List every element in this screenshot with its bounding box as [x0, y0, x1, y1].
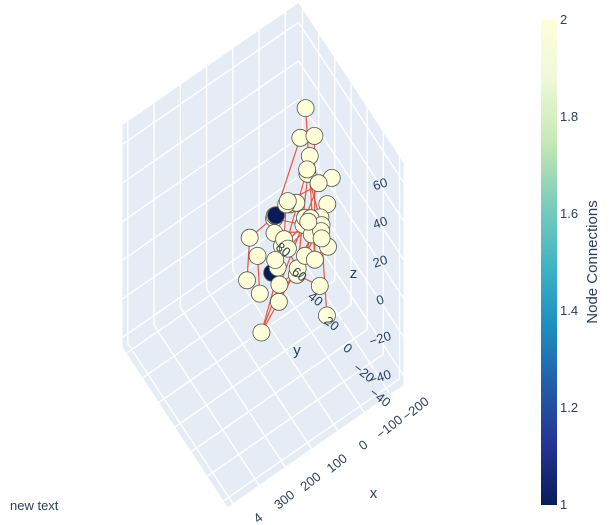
axis-titles: x y z — [293, 265, 378, 502]
colorbar-tick-label: 1 — [560, 497, 567, 512]
x-tick-label: 300 — [271, 487, 297, 512]
colorbar-tick-label: 1.4 — [560, 303, 578, 318]
colorbar-gradient — [541, 20, 557, 505]
grid-line — [122, 21, 299, 145]
network-node — [238, 271, 256, 290]
z-tick-label: 20 — [371, 252, 389, 271]
x-axis-title: x — [370, 485, 378, 502]
network-node — [252, 323, 271, 342]
grid-line — [174, 304, 352, 428]
x-tick-label: −200 — [399, 394, 431, 424]
network-node — [305, 250, 324, 269]
x-tick-label: −100 — [373, 412, 405, 442]
grid-line — [223, 378, 400, 502]
colorbar-tick-label: 1.6 — [560, 206, 578, 221]
z-tick-label: −40 — [367, 367, 393, 388]
network-node — [299, 212, 318, 231]
x-tick-label: 100 — [324, 451, 350, 476]
network-node — [250, 284, 269, 303]
network-edge — [260, 182, 320, 333]
network-node — [240, 228, 259, 247]
node-layer — [238, 99, 341, 342]
colorbar: 1 1.2 1.4 1.6 1.8 2 Node Connections — [541, 12, 601, 512]
grid-line — [297, 60, 405, 222]
colorbar-tick-label: 2 — [560, 12, 567, 27]
grid-line — [297, 137, 405, 299]
y-axis-title: y — [293, 342, 301, 359]
network-node — [278, 192, 297, 211]
x-tick-label: 200 — [297, 469, 323, 494]
network-node — [278, 239, 297, 258]
x-tick-label: 0 — [356, 437, 371, 453]
network-node — [267, 206, 285, 225]
grid-line — [122, 98, 299, 223]
z-tick-label: 40 — [371, 213, 389, 232]
scene-gridlines — [122, 9, 405, 504]
network-node — [298, 160, 317, 179]
grid-line — [297, 21, 405, 183]
network-node — [309, 174, 328, 193]
right-wall-pane — [122, 3, 299, 347]
z-axis-title: z — [350, 265, 358, 282]
grid-line — [158, 279, 336, 403]
grid-line — [122, 60, 299, 184]
network-node — [312, 229, 331, 248]
network-node — [266, 251, 285, 269]
network-node — [305, 126, 324, 145]
grid-line — [206, 353, 384, 477]
network-node — [248, 246, 267, 265]
z-tick-label: 60 — [371, 175, 389, 194]
grid-line — [122, 137, 299, 261]
network-node — [310, 276, 329, 295]
network-node — [296, 99, 315, 117]
grid-line — [190, 329, 368, 453]
x-tick-label: 4 — [251, 510, 266, 525]
z-tick-label: −20 — [367, 328, 393, 349]
network-node — [269, 292, 288, 311]
network-node — [317, 306, 336, 325]
z-tick-label: 0 — [374, 292, 386, 309]
colorbar-tick-label: 1.2 — [560, 400, 578, 415]
colorbar-tick-label: 1.8 — [560, 109, 578, 124]
grid-line — [297, 99, 405, 260]
colorbar-ticks: 1 1.2 1.4 1.6 1.8 2 — [560, 12, 578, 512]
annotation-text: new text — [10, 498, 59, 513]
network-node — [270, 275, 289, 294]
colorbar-title: Node Connections — [584, 200, 601, 323]
grid-line — [122, 176, 299, 300]
